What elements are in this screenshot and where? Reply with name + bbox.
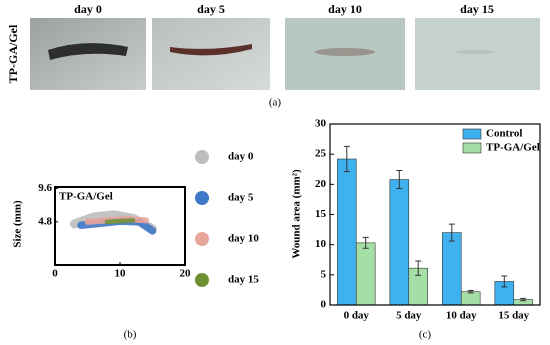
error-bar — [362, 236, 369, 249]
x-tick-label: 10 — [115, 268, 127, 280]
legend-label: day 5 — [228, 192, 254, 204]
x-tick-label: 15 day — [498, 310, 529, 322]
error-bar — [415, 260, 422, 276]
wound — [455, 50, 495, 54]
y-tick-label: 25 — [315, 148, 327, 160]
x-tick-label: 0 day — [344, 310, 370, 322]
y-tick-label: 4.8 — [38, 215, 52, 227]
legend-swatch — [462, 142, 482, 154]
legend-swatch — [195, 191, 209, 205]
legend-label: day 15 — [228, 274, 259, 286]
y-tick-label: 0 — [321, 299, 327, 311]
y-axis-label: Size (mm) — [12, 200, 24, 248]
y-tick-label: 5 — [321, 268, 327, 280]
y-axis-label: Wound area (mm²) — [291, 169, 303, 259]
bar — [442, 232, 462, 306]
legend-label: day 0 — [228, 151, 254, 163]
legend-swatch — [195, 273, 209, 287]
error-bar — [467, 290, 474, 294]
y-tick-label: 30 — [315, 118, 327, 130]
bar — [460, 291, 481, 306]
bar — [389, 179, 410, 306]
x-tick-label: 0 — [52, 268, 58, 280]
photo-label: day 10 — [328, 2, 362, 16]
x-tick-label: 20 — [180, 268, 192, 280]
y-tick-label: 10 — [315, 238, 327, 250]
panel-label: (c) — [419, 329, 432, 341]
x-tick-label: 5 day — [396, 310, 422, 322]
y-tick-label: 20 — [315, 178, 327, 190]
error-bar — [343, 145, 350, 173]
plot-title: TP-GA/Gel — [59, 191, 113, 203]
bar — [355, 242, 376, 306]
error-bar — [501, 275, 508, 288]
photo — [415, 18, 540, 90]
panel-label: (a) — [269, 97, 282, 109]
legend-label: TP-GA/Gel — [486, 142, 540, 154]
wound — [48, 43, 128, 60]
legend-swatch — [462, 128, 482, 140]
plot-frame — [329, 123, 541, 306]
row-label: TP-GA/Gel — [6, 24, 20, 83]
photo-label: day 5 — [197, 2, 225, 16]
trace — [104, 218, 136, 225]
panel-label: (b) — [124, 329, 137, 341]
y-tick-label: 9.6 — [38, 182, 52, 194]
legend-swatch — [195, 150, 209, 164]
legend-label: Control — [486, 128, 522, 140]
legend-label: day 10 — [228, 233, 259, 245]
error-bar — [448, 223, 455, 242]
y-tick-label: 15 — [315, 208, 327, 220]
x-tick-label: 10 day — [446, 310, 477, 322]
photo-row: TP-GA/Gel day 0 day 5 day 10 day 15 (a) — [6, 2, 540, 109]
photo-label: day 0 — [74, 2, 102, 16]
error-bar — [396, 169, 403, 190]
wound — [315, 48, 375, 56]
bar — [337, 158, 357, 306]
error-bar — [520, 297, 527, 302]
wound — [170, 44, 252, 56]
photo-label: day 15 — [460, 2, 494, 16]
photo — [30, 18, 146, 90]
legend-swatch — [195, 232, 209, 246]
